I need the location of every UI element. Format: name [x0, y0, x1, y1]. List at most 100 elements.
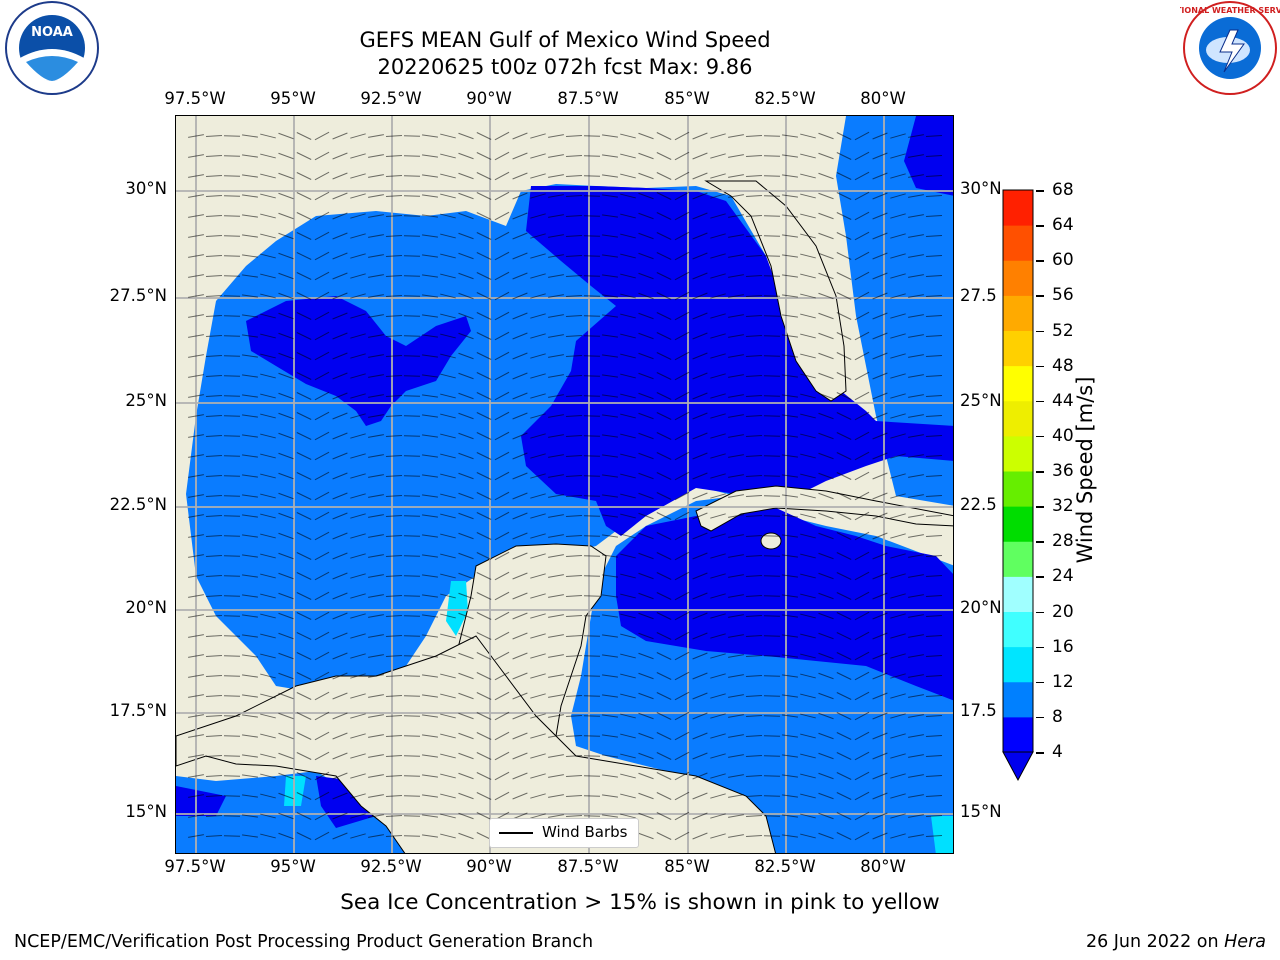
wind-barb [548, 454, 564, 458]
wind-barb [728, 634, 744, 638]
wind-barb [440, 553, 456, 559]
wind-barb [818, 372, 834, 380]
wind-barb [350, 673, 366, 679]
wind-barb [440, 613, 456, 619]
lat-tick-left: 15°N [125, 802, 167, 821]
colorbar-band [1003, 611, 1033, 648]
lon-tick-bottom: 97.5°W [164, 857, 226, 876]
wind-barb [223, 155, 241, 157]
wind-barb [494, 391, 510, 401]
legend-label: Wind Barbs [542, 823, 628, 841]
wind-barb [854, 411, 870, 421]
wind-barb [565, 254, 583, 258]
wind-barb [403, 555, 421, 557]
lon-tick-top: 95°W [270, 89, 316, 108]
colorbar-tick-label: 16 [1052, 636, 1074, 657]
wind-barb [512, 612, 528, 620]
lon-tick-top: 92.5°W [360, 89, 422, 108]
wind-barb [476, 712, 492, 720]
wind-barb [745, 754, 763, 758]
wind-barb [223, 655, 241, 657]
wind-barb [512, 652, 528, 660]
wind-barb [403, 735, 421, 737]
wind-barb [565, 274, 583, 278]
wind-barb [494, 371, 510, 381]
wind-barb [458, 212, 474, 220]
wind-barb [422, 294, 438, 298]
wind-barb [782, 674, 798, 678]
wind-barb [296, 552, 312, 560]
wind-barb [656, 812, 672, 820]
wind-barb [440, 733, 456, 739]
wind-barb [512, 592, 528, 600]
wind-barb [530, 533, 546, 539]
wind-barb [223, 675, 241, 677]
wind-barb [565, 294, 583, 298]
wind-barb [836, 552, 852, 560]
wind-barb [512, 432, 528, 440]
wind-barb [872, 392, 888, 400]
wind-barb [548, 394, 564, 398]
wind-barb [205, 354, 223, 358]
wind-barb [872, 672, 888, 680]
colorbar-band [1003, 365, 1033, 402]
wind-barb [188, 614, 204, 618]
colorbar-band [1003, 225, 1033, 261]
wind-barb [925, 374, 943, 378]
wind-barb [908, 734, 924, 738]
wind-barb [872, 612, 888, 620]
chart-title-line2: 20220625 t00z 072h fcst Max: 9.86 [377, 55, 753, 79]
wind-barb [854, 271, 870, 281]
wind-barb [368, 674, 384, 678]
wind-barb [925, 694, 943, 698]
wind-barb [638, 352, 654, 360]
wind-barb [242, 614, 258, 618]
wind-barb [403, 715, 421, 717]
wind-barb [188, 734, 204, 738]
wind-barb [278, 532, 294, 540]
wind-barb [458, 532, 474, 540]
wind-barb [800, 433, 816, 439]
wind-barb [385, 134, 403, 138]
wind-barb [763, 355, 781, 357]
wind-barb [385, 754, 403, 758]
wind-barb [565, 714, 583, 718]
wind-barb [296, 592, 312, 600]
wind-barb [908, 174, 924, 178]
wind-barb [728, 134, 744, 138]
wind-barb [728, 354, 744, 358]
wind-barb [205, 714, 223, 718]
wind-barb [908, 254, 924, 258]
wind-barb [763, 435, 781, 437]
wind-barb [548, 174, 564, 178]
wind-barb [638, 192, 654, 200]
wind-barb [925, 294, 943, 298]
wind-barb [692, 512, 708, 520]
wind-barb [512, 332, 528, 340]
wind-barb [692, 472, 708, 480]
wind-barb [872, 292, 888, 300]
wind-barb [242, 554, 258, 558]
wind-barb [925, 674, 943, 678]
wind-barb [205, 654, 223, 658]
wind-barb [494, 591, 510, 601]
wind-barb [260, 833, 276, 839]
colorbar-band [1003, 716, 1033, 753]
wind-barb [908, 774, 924, 778]
wind-barb [332, 692, 348, 700]
wind-barb [800, 773, 816, 779]
wind-barb [278, 292, 294, 300]
wind-barb [583, 175, 601, 177]
wind-barb [890, 513, 906, 519]
wind-barb [260, 153, 276, 159]
wind-barb [548, 234, 564, 238]
wind-barb [710, 573, 726, 579]
wind-barb [583, 595, 601, 597]
wind-barb [656, 132, 672, 140]
wind-barb [854, 171, 870, 181]
wind-barb [763, 375, 781, 377]
wind-barb [296, 492, 312, 500]
colorbar-band [1003, 471, 1033, 507]
wind-barb [296, 352, 312, 360]
wind-barb [260, 633, 276, 639]
